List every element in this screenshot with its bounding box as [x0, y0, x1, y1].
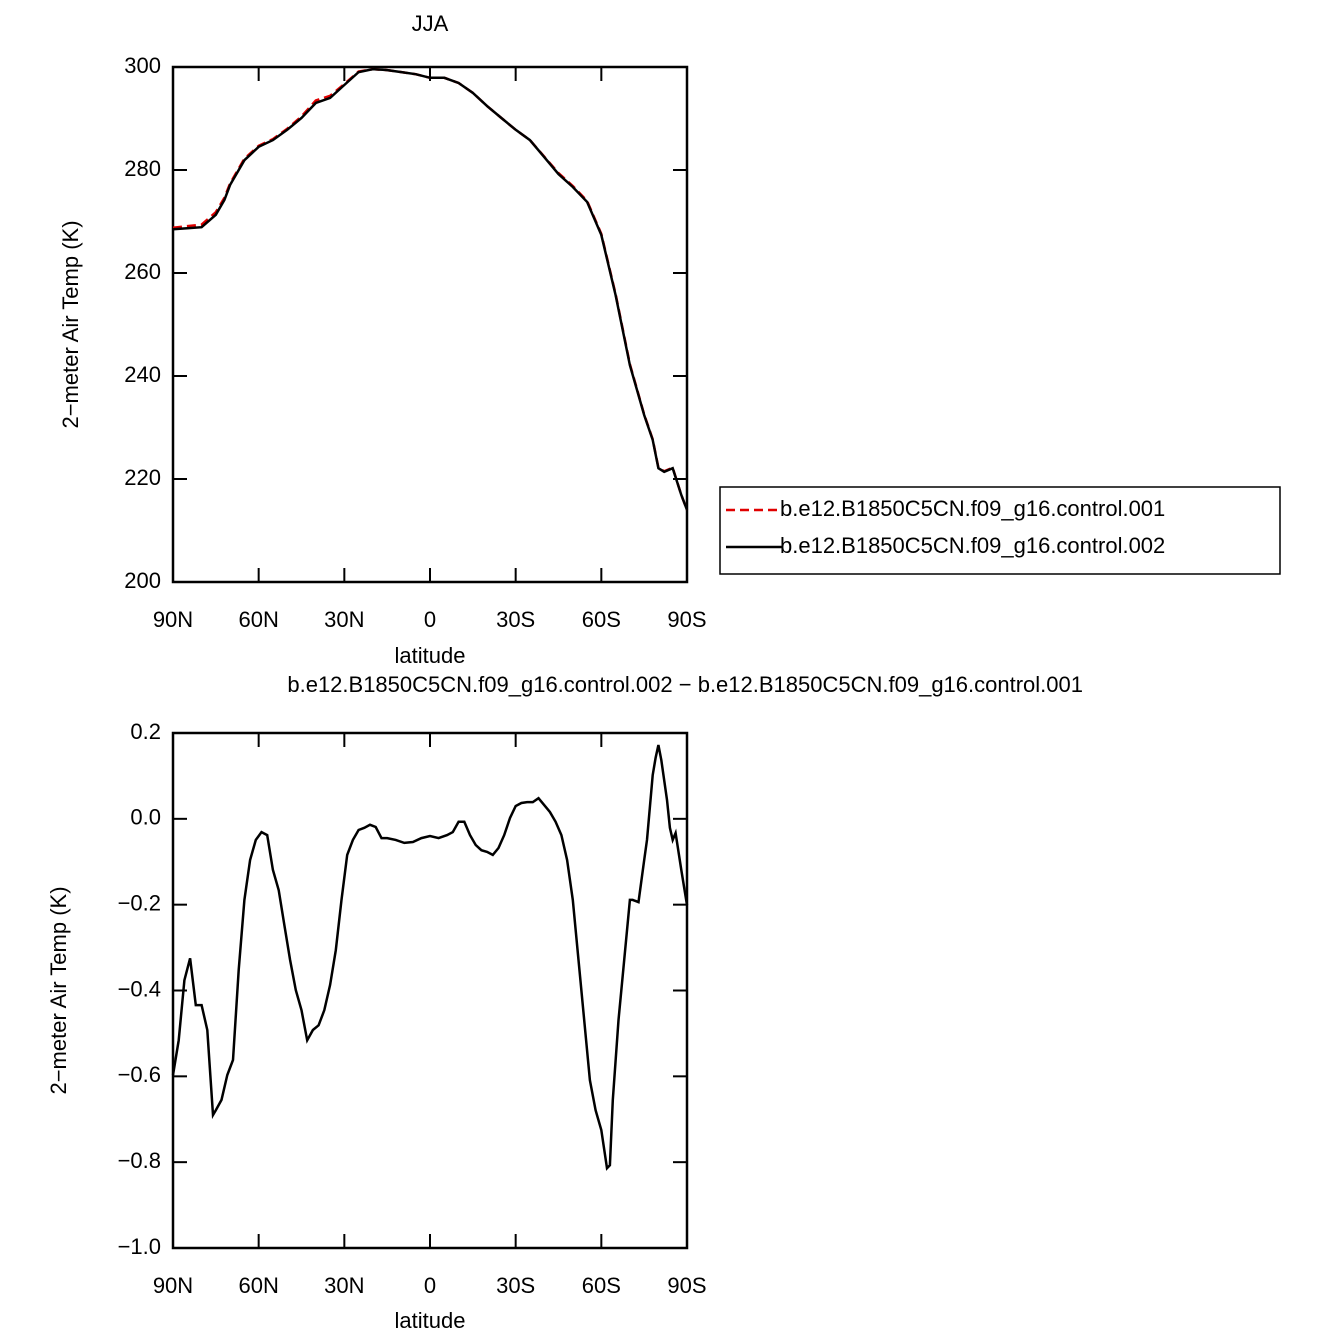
- x-tick-label: 0: [424, 1273, 436, 1298]
- x-tick-label: 0: [424, 607, 436, 632]
- legend-box: [719, 486, 1281, 575]
- y-tick-label: 280: [124, 156, 161, 181]
- y-tick-label: 0.2: [130, 719, 161, 744]
- y-tick-label: 200: [124, 568, 161, 593]
- x-tick-label: 30N: [324, 1273, 364, 1298]
- x-tick-label: 60S: [582, 1273, 621, 1298]
- data-line: [172, 67, 689, 511]
- x-tick-label: 60N: [238, 1273, 278, 1298]
- y-tick-label: 0.0: [130, 805, 161, 830]
- data-line: [171, 744, 689, 1171]
- y-tick-label: −0.6: [118, 1062, 161, 1087]
- y-tick-label: −0.8: [118, 1148, 161, 1173]
- x-tick-label: 90S: [667, 1273, 706, 1298]
- legend-label: b.e12.B1850C5CN.f09_g16.control.002: [780, 533, 1165, 558]
- x-tick-label: 30N: [324, 607, 364, 632]
- y-tick-label: 240: [124, 362, 161, 387]
- x-tick-label: 30S: [496, 1273, 535, 1298]
- y-axis-label: 2−meter Air Temp (K): [46, 886, 71, 1094]
- x-tick-label: 30S: [496, 607, 535, 632]
- plot-frame: [171, 731, 689, 1250]
- y-tick-label: 300: [124, 53, 161, 78]
- plot-frame: [171, 65, 689, 584]
- y-tick-label: 220: [124, 465, 161, 490]
- legend-label: b.e12.B1850C5CN.f09_g16.control.001: [780, 496, 1165, 521]
- x-tick-label: 90S: [667, 607, 706, 632]
- y-axis-label: 2−meter Air Temp (K): [58, 220, 83, 428]
- chart-title: b.e12.B1850C5CN.f09_g16.control.002 − b.…: [287, 672, 1083, 697]
- data-line: [172, 67, 689, 511]
- x-tick-label: 90N: [153, 1273, 193, 1298]
- y-tick-label: −0.4: [118, 976, 161, 1001]
- x-axis-label: latitude: [395, 643, 466, 668]
- y-tick-label: −0.2: [118, 890, 161, 915]
- x-tick-label: 60S: [582, 607, 621, 632]
- x-tick-label: 90N: [153, 607, 193, 632]
- y-tick-label: 260: [124, 259, 161, 284]
- chart-title: JJA: [412, 11, 449, 36]
- x-tick-label: 60N: [238, 607, 278, 632]
- y-tick-label: −1.0: [118, 1234, 161, 1259]
- x-axis-label: latitude: [395, 1308, 466, 1333]
